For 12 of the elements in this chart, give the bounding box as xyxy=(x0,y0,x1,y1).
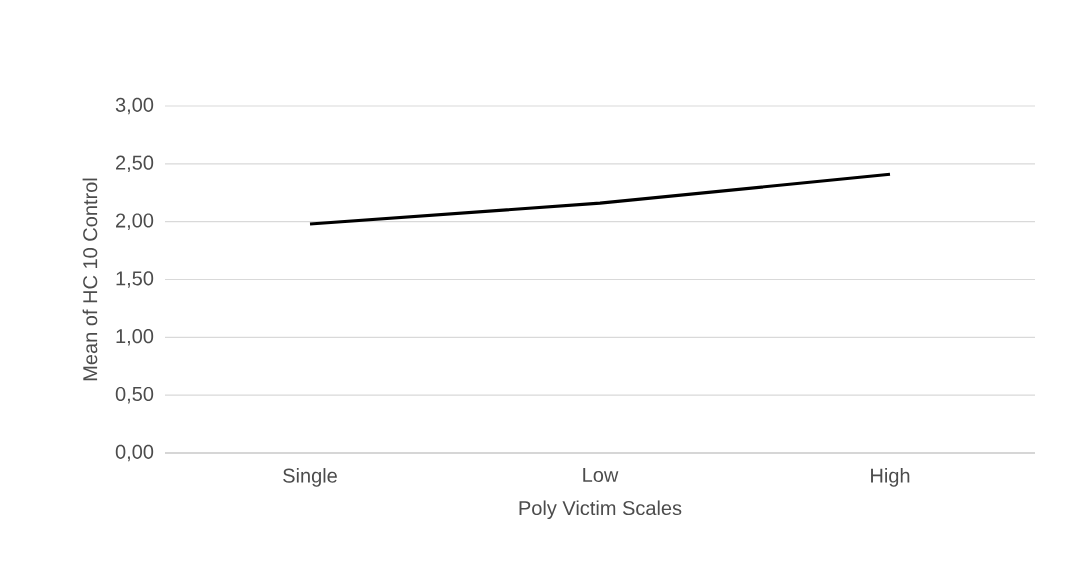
y-tick-label: 2,50 xyxy=(116,155,154,173)
x-axis-title: Poly Victim Scales xyxy=(519,500,682,520)
x-tick-label: High xyxy=(871,468,910,487)
x-tick-label: Single xyxy=(283,468,337,487)
y-axis-title: Mean of HC 10 Control xyxy=(82,178,98,381)
y-tick-label: 3,00 xyxy=(115,97,154,115)
y-tick-label: 1,00 xyxy=(116,329,154,346)
y-tick-label: 2,00 xyxy=(116,213,154,230)
y-tick-label: 0,50 xyxy=(115,386,154,404)
y-tick-label: 0,00 xyxy=(115,444,154,462)
x-tick-label: Low xyxy=(583,468,619,483)
y-tick-label: 1,50 xyxy=(116,271,154,288)
